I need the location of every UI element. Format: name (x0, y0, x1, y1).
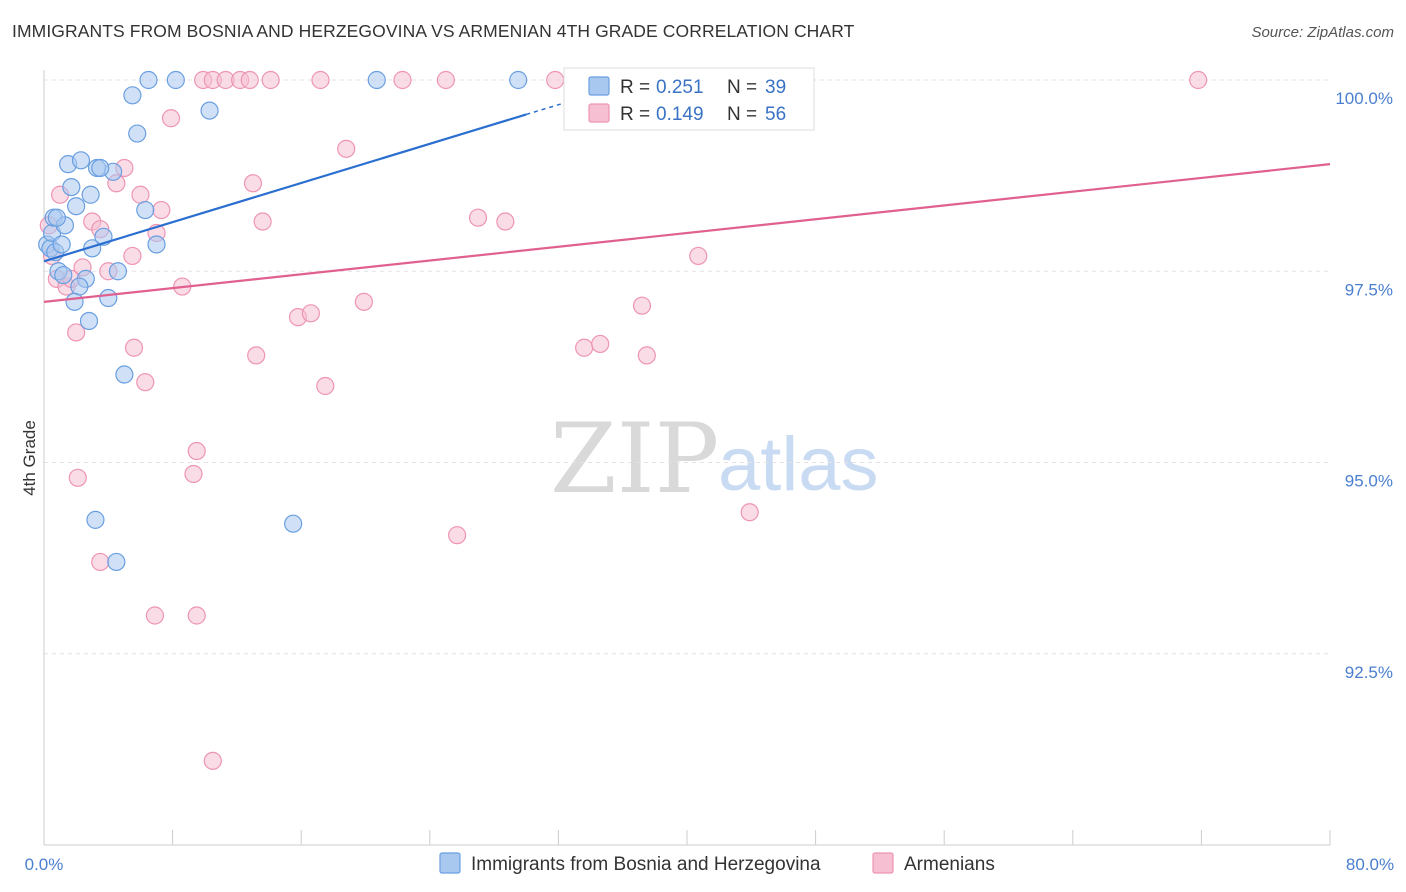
scatter-point (247, 346, 266, 365)
bottom-legend-swatch-bosnia (439, 852, 461, 874)
scatter-point (67, 197, 86, 216)
scatter-point (79, 311, 99, 331)
legend-n-label-1: N = (727, 77, 757, 98)
watermark-atlas: atlas (718, 422, 879, 507)
scatter-point (448, 526, 467, 545)
scatter-point (166, 70, 185, 90)
scatter-point (1189, 70, 1208, 90)
scatter-point (145, 606, 165, 625)
scatter-point (47, 208, 66, 227)
trend-line-bosnia (43, 113, 527, 263)
legend-swatch-blue (588, 76, 610, 96)
scatter-point (65, 292, 84, 311)
chart-title: IMMIGRANTS FROM BOSNIA AND HERZEGOVINA V… (12, 21, 855, 41)
scatter-point (546, 70, 565, 90)
scatter-point (161, 109, 181, 128)
scatter-point (203, 751, 222, 770)
scatter-point (99, 288, 118, 308)
y-tick-label: 97.5% (1345, 280, 1393, 299)
bottom-legend: Immigrants from Bosnia and Herzegovina A… (439, 852, 995, 875)
y-tick-label: 95.0% (1345, 472, 1393, 491)
scatter-point (496, 212, 515, 231)
scatter-point (81, 185, 100, 204)
y-tick-label: 100.0% (1335, 89, 1393, 108)
scatter-point (147, 235, 166, 254)
scatter-point (136, 200, 155, 220)
scatter-point (393, 70, 412, 90)
legend-n-label-2: N = (727, 104, 757, 125)
scatter-point (354, 292, 373, 311)
scatter-point (52, 235, 71, 254)
scatter-point (68, 468, 87, 487)
scatter-point (468, 208, 488, 227)
scatter-point (71, 151, 91, 170)
armenians-points (39, 70, 1208, 770)
y-axis-title: 4th Grade (20, 420, 39, 496)
scatter-point (139, 70, 158, 90)
x-tick-label-min: 0.0% (25, 855, 64, 874)
legend-n-value-1: 39 (765, 77, 786, 98)
scatter-point (108, 262, 128, 281)
watermark-zip: ZIP (550, 403, 719, 515)
scatter-point (367, 70, 386, 90)
scatter-point (62, 178, 81, 197)
grid (44, 79, 1330, 655)
scatter-point (284, 514, 303, 533)
scatter-point (184, 464, 203, 484)
scatter-point (91, 158, 110, 178)
scatter-point (740, 503, 759, 522)
scatter-point (124, 338, 144, 357)
y-tick-label: 92.5% (1345, 663, 1393, 682)
scatter-point (632, 296, 652, 315)
legend-r-label-2: R = (620, 104, 650, 125)
scatter-point (123, 86, 142, 105)
scatter-point (128, 124, 147, 143)
scatter-point (187, 606, 206, 625)
legend-r-value-2: 0.149 (656, 104, 704, 125)
scatter-point (575, 338, 594, 357)
bosnia-points (38, 70, 528, 572)
scatter-point (301, 304, 320, 323)
x-tick-label-max: 80.0% (1346, 855, 1394, 874)
scatter-point (67, 323, 86, 342)
scatter-point (316, 376, 335, 396)
scatter-point (243, 174, 263, 193)
y-tick-labels: 92.5% 95.0% 97.5% 100.0% (1335, 89, 1393, 682)
source-label: Source: ZipAtlas.com (1251, 24, 1394, 41)
scatter-point (261, 70, 280, 90)
scatter-point (591, 334, 610, 354)
scatter-point (115, 365, 134, 384)
scatter-point (91, 552, 110, 572)
scatter-point (136, 373, 155, 392)
scatter-point (86, 510, 105, 529)
scatter-point (311, 70, 330, 90)
scatter-point (152, 200, 171, 220)
bottom-legend-label-bosnia: Immigrants from Bosnia and Herzegovina (471, 854, 821, 875)
scatter-point (123, 246, 142, 266)
scatter-point (200, 101, 219, 120)
scatter-point (253, 212, 272, 231)
scatter-point (637, 346, 656, 365)
scatter-point (70, 277, 89, 296)
stats-legend: R = 0.251 N = 39 R = 0.149 N = 56 (563, 67, 815, 131)
watermark: ZIP atlas (550, 403, 879, 515)
x-ticks (43, 830, 1331, 845)
scatter-point (337, 139, 356, 158)
scatter-point (509, 70, 528, 90)
scatter-point (689, 246, 708, 266)
scatter-point (436, 70, 455, 90)
legend-r-value-1: 0.251 (656, 77, 704, 98)
scatter-point (107, 552, 126, 572)
scatter-point (187, 441, 206, 461)
legend-r-label-1: R = (620, 77, 650, 98)
bottom-legend-swatch-armenians (872, 852, 894, 874)
scatter-point (240, 70, 259, 90)
scatter-point (54, 265, 73, 285)
legend-swatch-pink (588, 103, 610, 123)
scatter-point (131, 185, 150, 204)
bottom-legend-label-armenians: Armenians (904, 854, 995, 875)
legend-n-value-2: 56 (765, 104, 786, 125)
trend-line-armenians (43, 163, 1331, 303)
